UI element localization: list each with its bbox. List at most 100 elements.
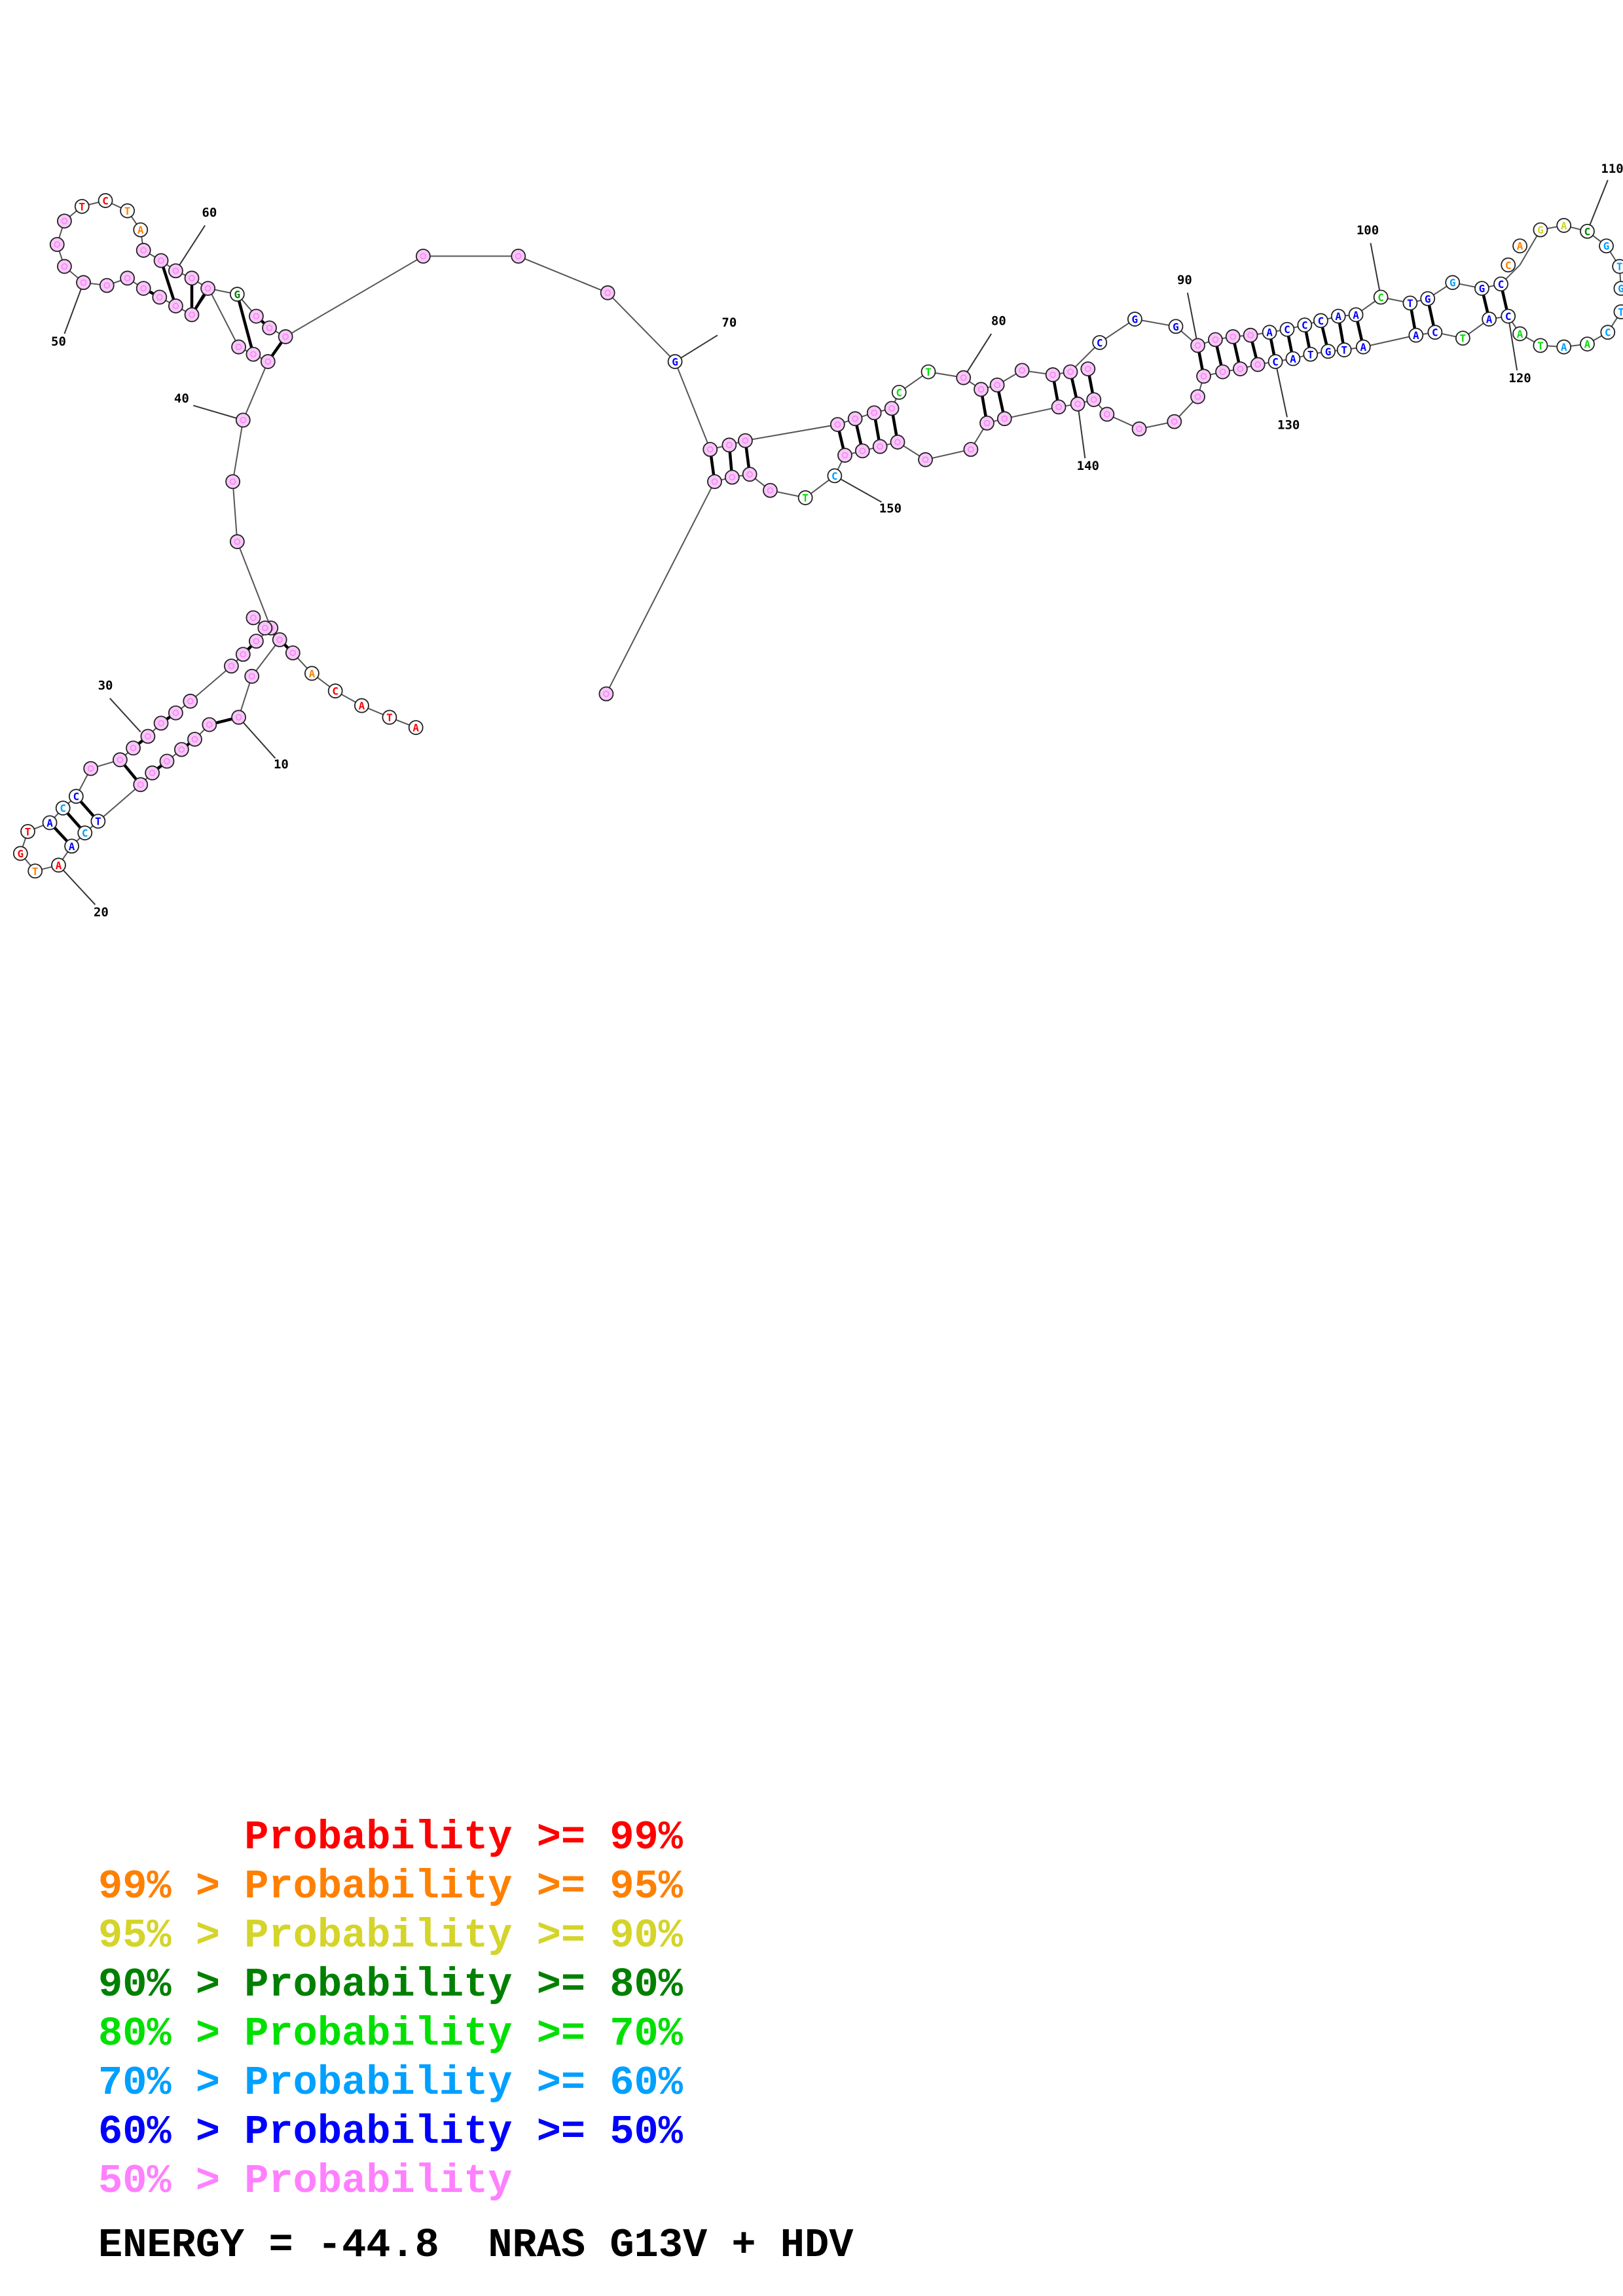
nucleotide [225, 474, 241, 490]
nucleotide-circle [1427, 325, 1443, 340]
nucleotide-letter: T [802, 492, 809, 504]
nucleotide-circle [1501, 257, 1516, 273]
nucleotide [184, 307, 200, 323]
nucleotide-circle [1533, 222, 1548, 238]
nucleotide [837, 448, 852, 463]
nucleotide: C [98, 193, 113, 208]
nucleotide-circle [1215, 364, 1230, 380]
nucleotide: G [1321, 344, 1336, 359]
nucleotide: T [1455, 331, 1470, 346]
nucleotide-circle [120, 270, 135, 286]
nucleotide-mark [894, 439, 901, 446]
nucleotide-letter: A [1413, 329, 1419, 342]
nucleotide-circle [223, 658, 239, 674]
nucleotide-mark [420, 253, 427, 260]
nucleotide-circle [1373, 289, 1389, 305]
nucleotide-circle [1613, 304, 1623, 319]
nucleotide-circle [260, 354, 276, 369]
nucleotide: C [77, 825, 93, 841]
nucleotide [979, 415, 994, 431]
nucleotide [99, 278, 115, 293]
position-label: 10 [274, 757, 289, 772]
position-tick [192, 404, 244, 421]
nucleotide: G [667, 354, 683, 369]
nucleotide-circle [1250, 357, 1266, 372]
nucleotide-letter: C [1505, 259, 1512, 272]
nucleotide-circle [1243, 327, 1258, 343]
position-label: 140 [1077, 459, 1099, 473]
nucleotide-letter: A [1561, 219, 1567, 232]
nucleotide [1233, 361, 1248, 377]
nucleotide-circle [231, 709, 246, 725]
position-tick-lines [58, 179, 1609, 905]
nucleotide [257, 620, 273, 636]
nucleotide [49, 237, 65, 252]
nucleotide [272, 632, 287, 647]
position-label: 60 [202, 206, 217, 220]
nucleotide-circle [721, 437, 737, 453]
nucleotide: G [229, 287, 245, 302]
nucleotide-circle [1131, 421, 1147, 437]
nucleotide-circle [257, 620, 273, 636]
nucleotide: T [1402, 295, 1418, 311]
nucleotide-circle [278, 329, 293, 344]
nucleotide-mark [178, 746, 185, 753]
nucleotide-circle [979, 415, 994, 431]
nucleotide-circle [99, 278, 115, 293]
position-tick [64, 282, 84, 334]
nucleotide-letter: T [124, 205, 131, 217]
nucleotide-circle [1207, 332, 1223, 348]
nucleotide: C [1493, 276, 1508, 292]
position-label: 110 [1601, 162, 1623, 176]
nucleotide-circle [963, 442, 979, 457]
nucleotide-circle [918, 452, 933, 467]
nucleotide-mark [172, 709, 179, 717]
nucleotide-letter: G [1173, 321, 1179, 333]
nucleotide-circle [854, 443, 870, 459]
nucleotide-mark [1055, 403, 1062, 410]
nucleotide-mark [158, 720, 164, 726]
nucleotide-mark [729, 474, 736, 480]
nucleotide-circle [76, 275, 91, 291]
nucleotide [1225, 329, 1241, 344]
nucleotide [1250, 357, 1266, 372]
nucleotide-letter: C [1284, 323, 1290, 336]
nucleotide-circle [1445, 275, 1461, 291]
nucleotide-circle [184, 307, 200, 323]
nucleotide-mark [191, 736, 198, 743]
nucleotide: A [1556, 339, 1572, 355]
nucleotide-letter: A [69, 840, 75, 853]
nucleotide-letter: G [672, 355, 678, 368]
nucleotide: C [1580, 223, 1595, 239]
nucleotide-circle [702, 442, 718, 457]
nucleotide-mark [124, 275, 131, 281]
nucleotide-letter: A [137, 224, 144, 236]
nucleotide-circle [173, 742, 189, 757]
nucleotide: T [1612, 259, 1623, 274]
nucleotide-circle [1501, 308, 1516, 324]
nucleotide-circle [667, 354, 683, 369]
nucleotide-circle [1321, 344, 1336, 359]
nucleotide-mark [1219, 368, 1226, 375]
nucleotide-mark [871, 409, 878, 416]
nucleotide-mark [515, 253, 522, 260]
nucleotide: A [51, 857, 66, 873]
nucleotide-circle [1612, 259, 1623, 274]
legend-entry-50: 60% > Probability >= 50% [98, 2109, 683, 2155]
backbone-segment [285, 224, 1622, 450]
nucleotide-circle [382, 709, 397, 725]
nucleotide-mark [706, 446, 714, 453]
nucleotide: T [1303, 346, 1319, 362]
nucleotide-mark [206, 721, 213, 728]
nucleotide [918, 452, 933, 467]
nucleotide: C [327, 683, 343, 699]
nucleotide [1045, 367, 1061, 382]
nucleotide [1190, 389, 1205, 404]
position-label: 70 [721, 315, 737, 330]
nucleotide-mark [172, 267, 179, 274]
nucleotide-mark [1074, 401, 1081, 408]
nucleotide-circle [57, 259, 72, 274]
nucleotide [229, 534, 245, 549]
nucleotide-letter: A [1360, 341, 1366, 353]
